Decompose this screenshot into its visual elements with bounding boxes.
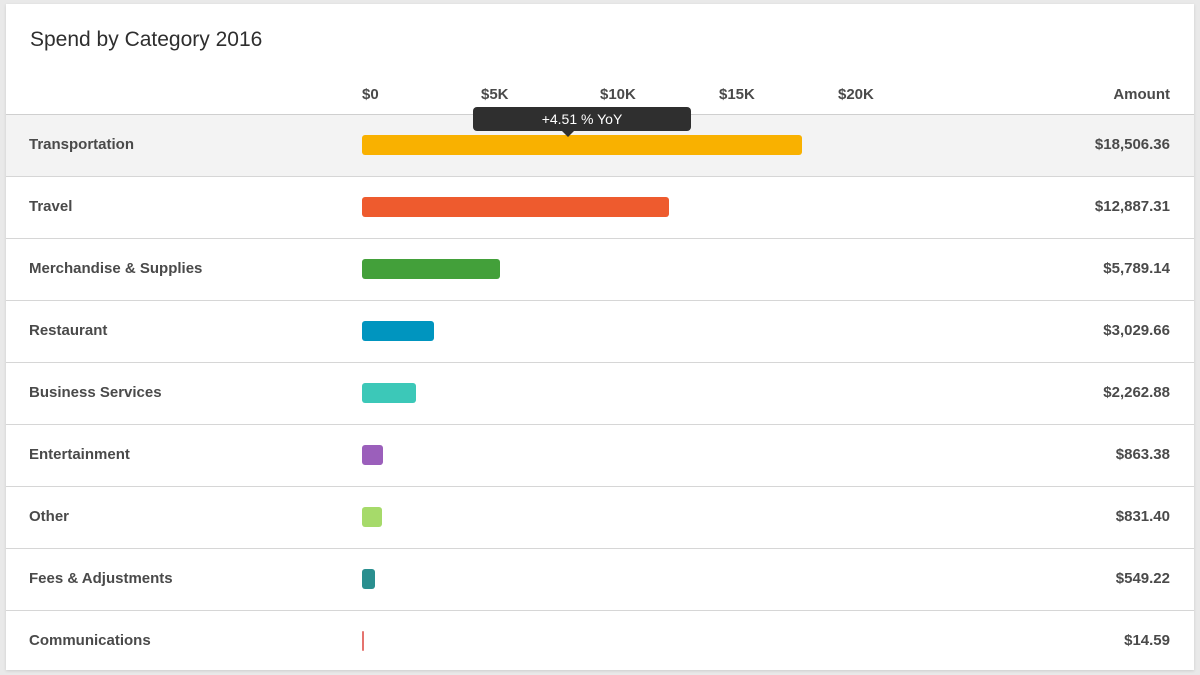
amount-label: $12,887.31 — [1094, 198, 1170, 215]
category-label: Communications — [29, 632, 151, 649]
category-row[interactable]: Other $831.40 — [6, 487, 1194, 549]
category-row[interactable]: Restaurant $3,029.66 — [6, 301, 1194, 363]
category-row[interactable]: Merchandise & Supplies $5,789.14 — [6, 239, 1194, 301]
spend-chart-card: Spend by Category 2016 Amount $0 $5K $10K $… — [6, 4, 1194, 670]
bar[interactable] — [362, 197, 669, 217]
x-tick-label: $10K — [600, 86, 636, 103]
bar[interactable] — [362, 569, 376, 589]
category-label: Fees & Adjustments — [29, 570, 173, 587]
bar[interactable] — [362, 631, 364, 651]
bar[interactable] — [362, 321, 435, 341]
category-label: Merchandise & Supplies — [29, 260, 203, 277]
amount-label: $831.40 — [1115, 508, 1170, 525]
category-row[interactable]: Communications $14.59 — [6, 611, 1194, 672]
bar[interactable] — [362, 383, 416, 403]
category-row[interactable]: Entertainment $863.38 — [6, 425, 1194, 487]
category-row[interactable]: Business Services $2,262.88 — [6, 363, 1194, 425]
amount-label: $5,789.14 — [1103, 260, 1170, 277]
amount-label: $549.22 — [1115, 570, 1170, 587]
category-row[interactable]: Fees & Adjustments $549.22 — [6, 549, 1194, 611]
amount-label: $863.38 — [1115, 446, 1170, 463]
category-label: Transportation — [29, 136, 135, 153]
yoy-tooltip: +4.51 % YoY — [473, 107, 691, 137]
bar[interactable] — [362, 259, 500, 279]
category-label: Entertainment — [29, 446, 130, 463]
category-row[interactable]: Travel $12,887.31 — [6, 177, 1194, 239]
amount-label: $2,262.88 — [1103, 384, 1170, 401]
category-label: Business Services — [29, 384, 162, 401]
category-row[interactable]: Transportation $18,506.36 +4.51 % YoY — [6, 107, 1194, 177]
chart-title: Spend by Category 2016 — [30, 28, 263, 51]
category-rows: Transportation $18,506.36 +4.51 % YoY Trave… — [6, 107, 1194, 672]
bar[interactable] — [362, 135, 803, 155]
x-tick-label: $15K — [719, 86, 755, 103]
x-tick-label: $5K — [481, 86, 509, 103]
amount-label: $18,506.36 — [1094, 136, 1170, 153]
bar[interactable] — [362, 507, 382, 527]
category-label: Other — [29, 508, 70, 525]
x-tick-label: $0 — [362, 86, 379, 103]
amount-column-header: Amount — [1113, 86, 1170, 103]
category-label: Travel — [29, 198, 73, 215]
bar[interactable] — [362, 445, 383, 465]
x-tick-label: $20K — [838, 86, 874, 103]
category-label: Restaurant — [29, 322, 108, 339]
amount-label: $14.59 — [1124, 632, 1170, 649]
amount-label: $3,029.66 — [1103, 322, 1170, 339]
